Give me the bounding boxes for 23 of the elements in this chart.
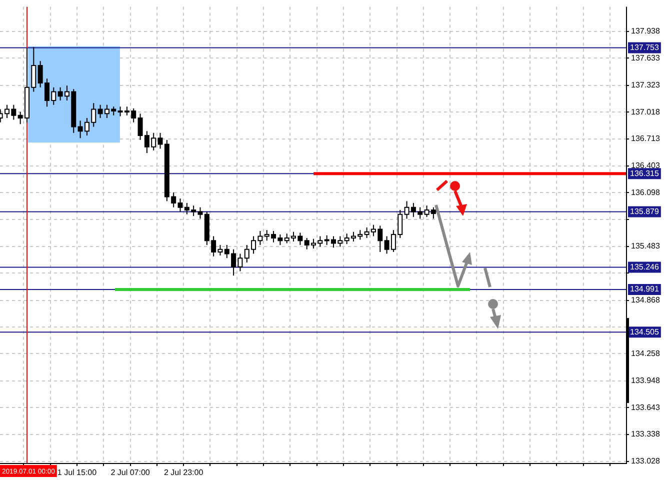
y-tick-label: 136.098 (631, 188, 660, 197)
y-tick-label: 135.483 (631, 242, 660, 251)
y-tick-label: 137.633 (631, 53, 660, 62)
y-tick-label: 133.338 (631, 429, 660, 438)
ref-line-label: 135.246 (630, 262, 660, 272)
y-tick-label: 137.323 (631, 80, 660, 90)
y-tick-label: 134.868 (631, 296, 660, 305)
ref-line-label: 135.879 (630, 206, 660, 216)
ref-line-label: 136.315 (630, 168, 660, 178)
x-tick-label: 1 Jul 15:00 (57, 468, 98, 478)
x-tick-label: 2 Jul 07:00 (110, 468, 150, 478)
ref-line-label: 137.753 (630, 42, 660, 52)
y-tick-label: 137.018 (631, 107, 660, 116)
y-tick-label: 136.713 (631, 134, 660, 143)
ref-line-label: 134.505 (630, 327, 660, 336)
y-tick-label: 137.938 (631, 26, 660, 36)
y-tick-label: 133.643 (631, 402, 660, 412)
y-tick-label: 134.258 (631, 348, 660, 358)
y-tick-label: 133.948 (631, 376, 660, 386)
y-tick-label: 136.403 (631, 161, 660, 170)
y-tick-label: 133.028 (631, 456, 660, 466)
ref-line-label: 134.991 (630, 284, 660, 294)
x-tick-label: 2 Jul 23:00 (164, 468, 204, 478)
